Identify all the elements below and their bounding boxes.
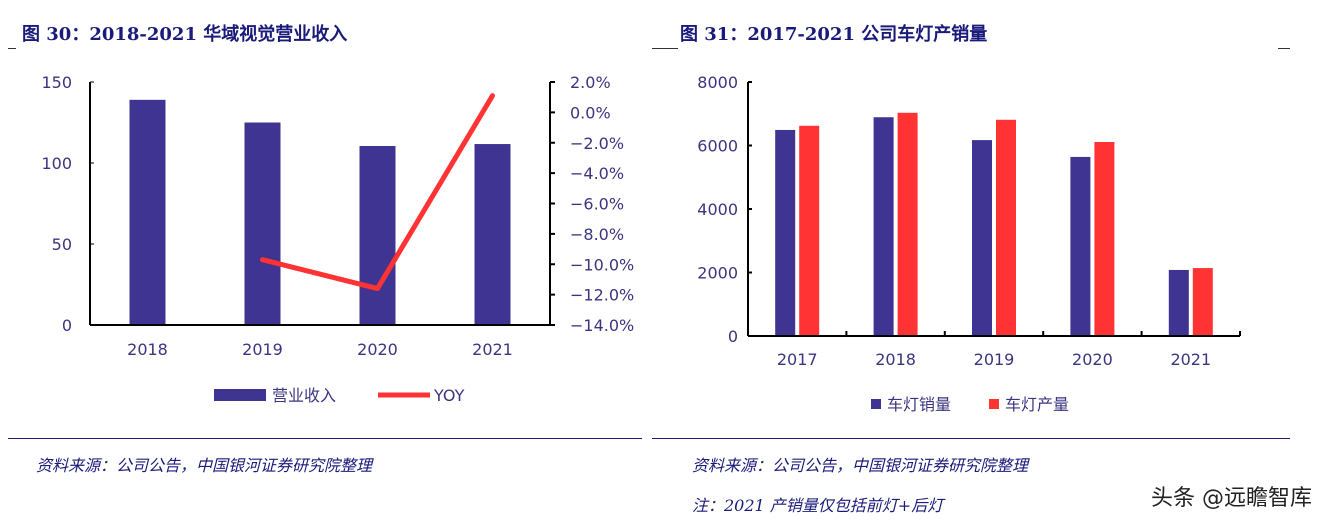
- y2-tick-label: −10.0%: [570, 255, 634, 274]
- right-note: 注：2021 产销量仅包括前灯+后灯: [692, 496, 944, 515]
- x-tick-label: 2018: [875, 350, 916, 369]
- left-figure-title: 图 30：2018-2021 华域视觉营业收入: [22, 24, 348, 45]
- divider: [652, 438, 1290, 439]
- x-tick-label: 2018: [127, 340, 168, 359]
- y2-tick-label: 0.0%: [570, 103, 611, 122]
- bar-sales: [972, 140, 992, 336]
- y2-tick-label: −6.0%: [570, 195, 624, 214]
- legend-swatch-sales: [871, 399, 881, 409]
- y-tick-label: 0: [728, 327, 738, 346]
- legend-swatch-production: [989, 399, 999, 409]
- right-figure-title: 图 31：2017-2021 公司车灯产销量: [680, 24, 988, 45]
- y-tick-label: 150: [41, 73, 72, 92]
- bar-production: [1192, 268, 1213, 336]
- legend-label-yoy: YOY: [433, 386, 465, 405]
- y-tick-label: 50: [52, 235, 72, 254]
- y-tick-label: 100: [41, 154, 72, 173]
- watermark: 头条 @远瞻智库: [1151, 486, 1312, 511]
- left-source: 资料来源：公司公告，中国银河证券研究院整理: [36, 456, 373, 475]
- divider: [8, 438, 642, 439]
- bar-revenue: [359, 145, 396, 325]
- bar-revenue: [474, 144, 511, 325]
- y-tick-label: 4000: [697, 200, 738, 219]
- y2-tick-label: 2.0%: [570, 73, 611, 92]
- y-tick-label: 2000: [697, 264, 738, 283]
- divider: [1278, 48, 1290, 49]
- x-tick-label: 2021: [1170, 350, 1211, 369]
- bar-sales: [1168, 269, 1189, 336]
- bar-sales: [873, 117, 894, 337]
- x-tick-label: 2019: [242, 340, 283, 359]
- y2-tick-label: −12.0%: [570, 286, 634, 305]
- legend-label-sales: 车灯销量: [887, 395, 951, 414]
- y-tick-label: 0: [62, 316, 72, 335]
- x-tick-label: 2020: [357, 340, 398, 359]
- bar-production: [799, 125, 820, 336]
- y2-tick-label: −8.0%: [570, 225, 624, 244]
- bar-production: [996, 119, 1016, 336]
- y2-tick-label: −2.0%: [570, 134, 624, 153]
- divider: [8, 48, 16, 49]
- y-tick-label: 6000: [697, 137, 738, 156]
- y2-tick-label: −4.0%: [570, 164, 624, 183]
- bar-revenue: [244, 122, 281, 325]
- bar-sales: [775, 129, 796, 336]
- bar-revenue: [129, 99, 166, 325]
- x-tick-label: 2020: [1072, 350, 1113, 369]
- y-tick-label: 8000: [697, 73, 738, 92]
- bar-sales: [1070, 156, 1091, 336]
- right-source: 资料来源：公司公告，中国银河证券研究院整理: [692, 456, 1029, 475]
- legend-label-revenue: 营业收入: [272, 386, 336, 405]
- y2-tick-label: −14.0%: [570, 316, 634, 335]
- bar-production: [897, 112, 918, 336]
- x-tick-label: 2017: [777, 350, 818, 369]
- line-yoy: [260, 93, 495, 292]
- divider: [652, 48, 678, 49]
- x-tick-label: 2021: [472, 340, 513, 359]
- bar-production: [1094, 142, 1115, 336]
- legend-swatch-revenue: [214, 389, 266, 401]
- legend-label-production: 车灯产量: [1005, 395, 1069, 414]
- x-tick-label: 2019: [974, 350, 1015, 369]
